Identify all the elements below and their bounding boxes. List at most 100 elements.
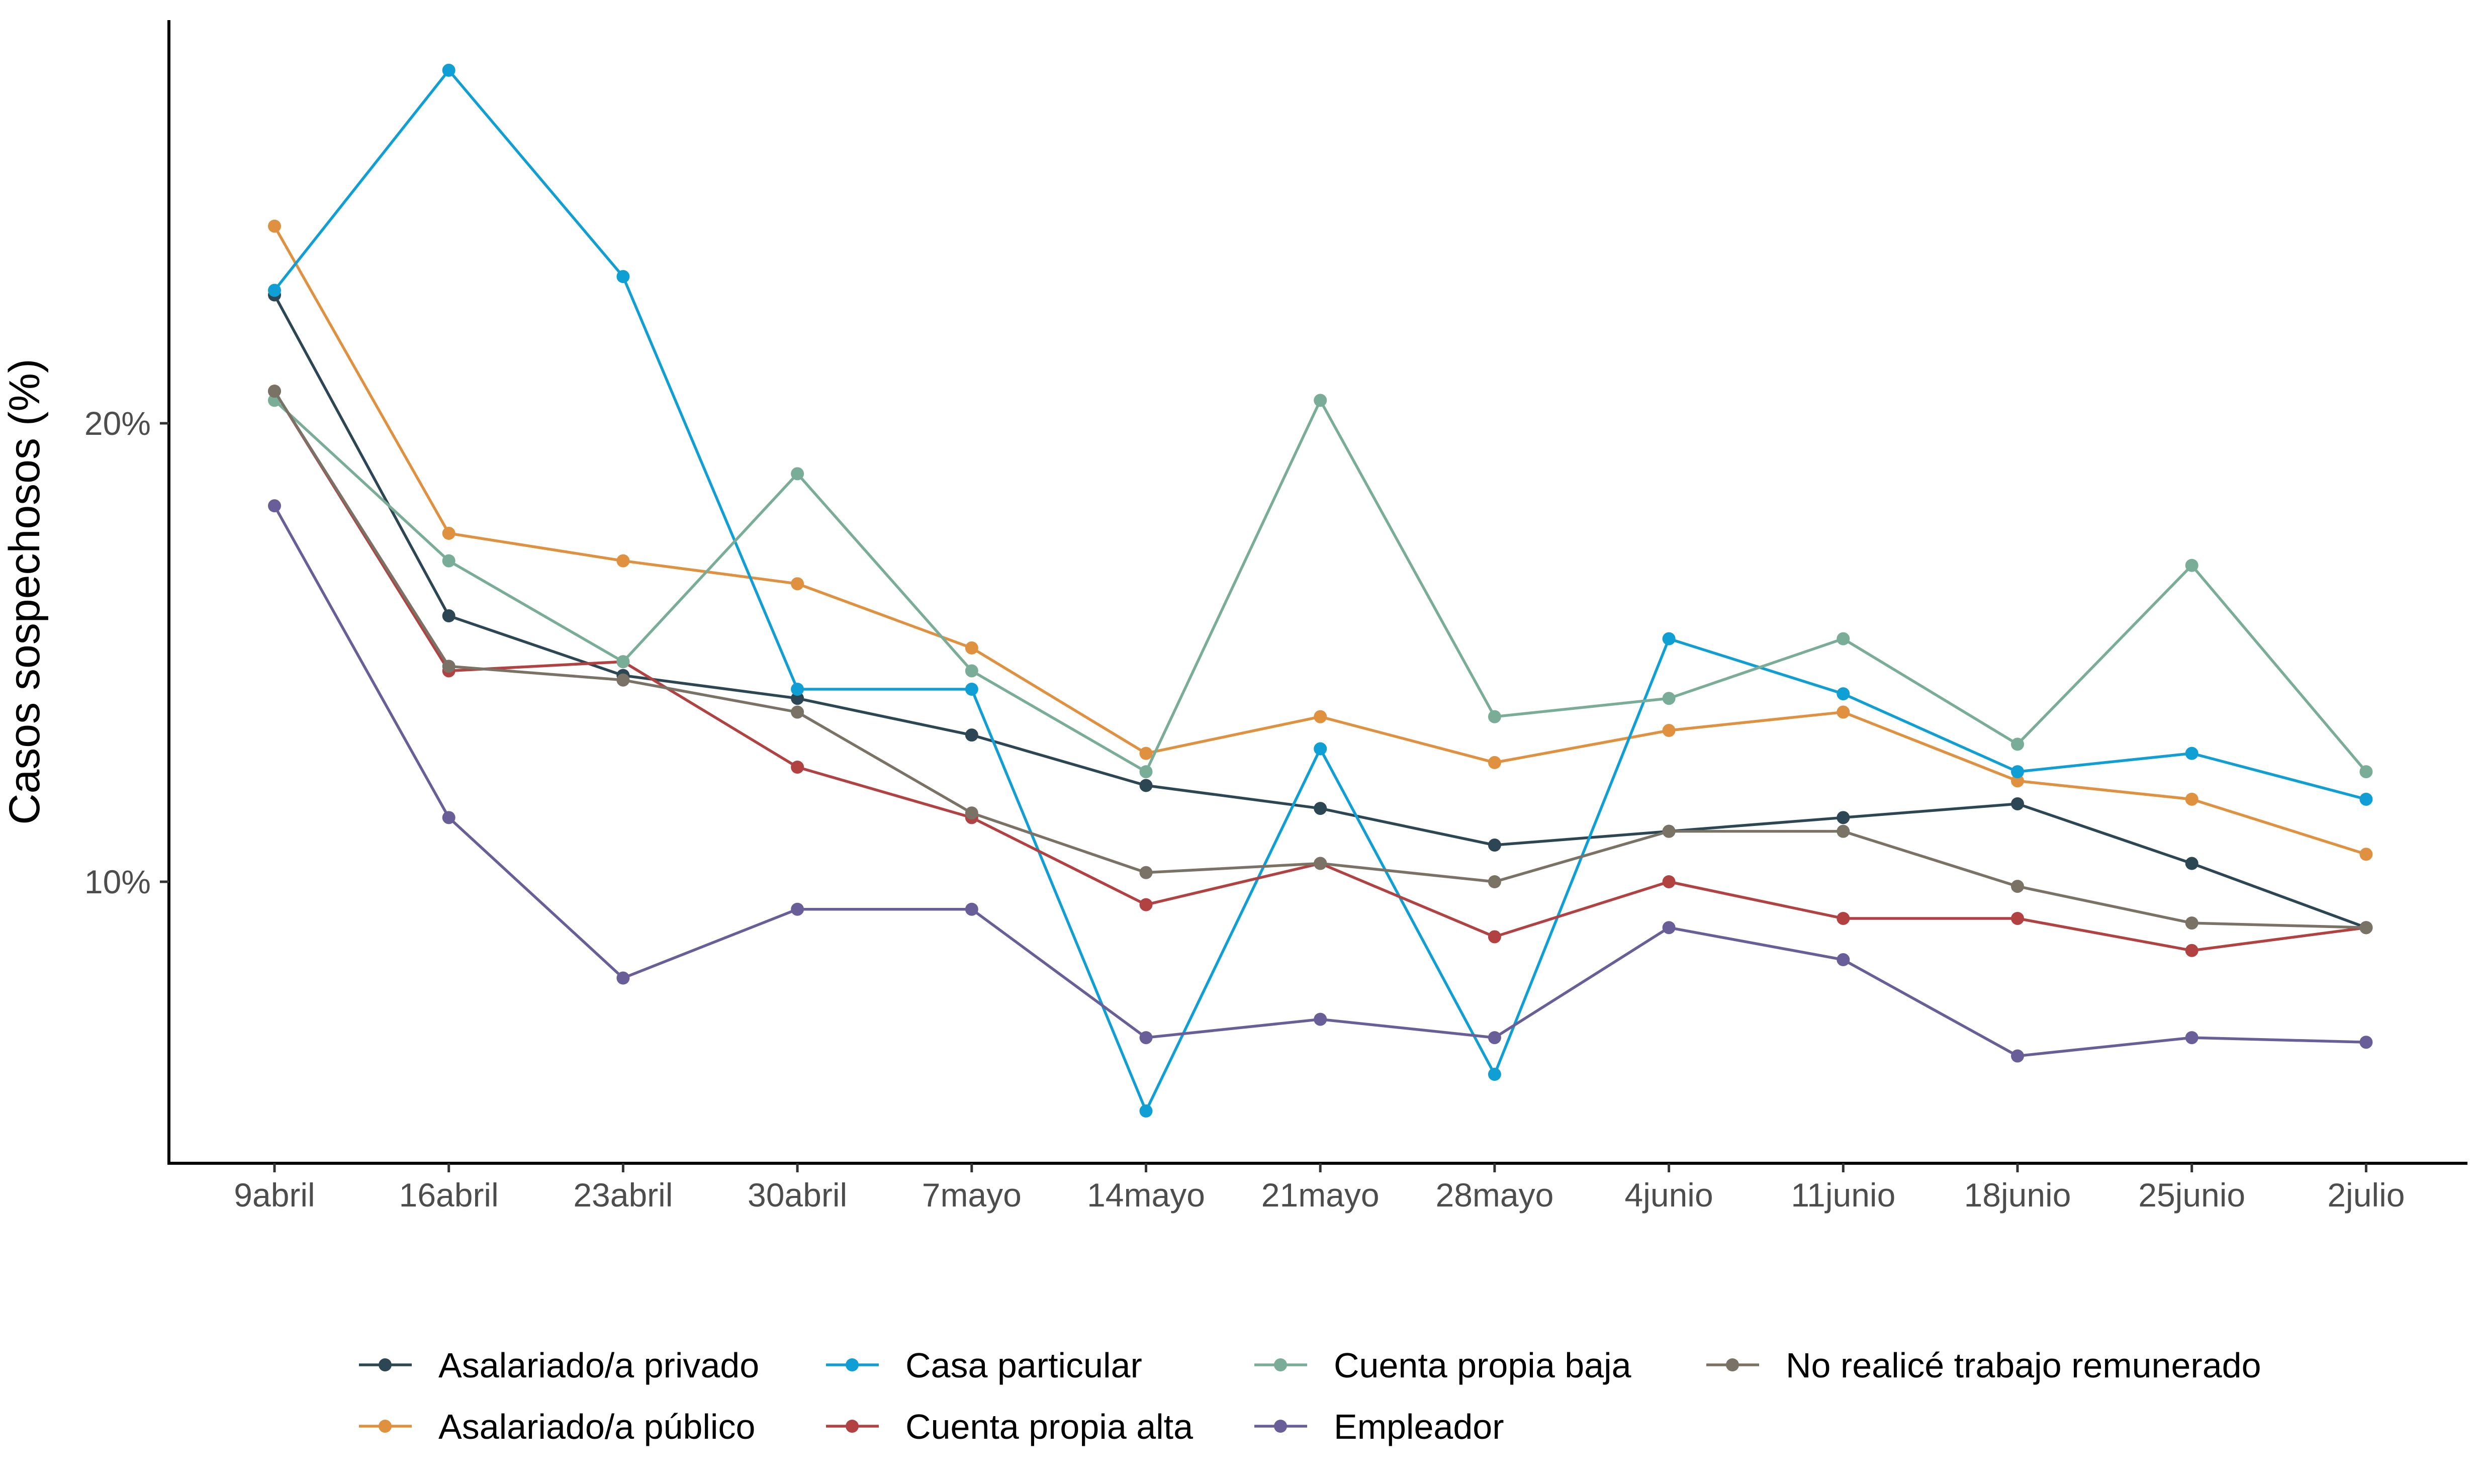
x-tick-label: 21mayo (1261, 1176, 1380, 1214)
x-tick-label: 7mayo (922, 1176, 1022, 1214)
legend-item: Cuenta propia baja (1254, 1346, 1631, 1385)
series-2 (268, 63, 2373, 1118)
data-point (1314, 710, 1327, 723)
data-point (616, 554, 630, 568)
legend-item: No realicé trabajo remunerado (1706, 1346, 2261, 1385)
data-point (1488, 1031, 1501, 1045)
data-point (442, 63, 455, 77)
data-point (2011, 797, 2024, 810)
data-point (2185, 559, 2198, 572)
legend-key-dot (379, 1358, 392, 1371)
data-point (2359, 1036, 2373, 1049)
data-point (1314, 802, 1327, 815)
series-line (273, 390, 2366, 929)
data-point (1488, 1068, 1501, 1081)
data-point (791, 705, 804, 719)
data-point (616, 971, 630, 985)
legend-label: Cuenta propia baja (1334, 1346, 1631, 1385)
data-point (1662, 824, 1676, 838)
series-line (273, 225, 2367, 856)
data-point (1837, 705, 1850, 719)
series-3 (268, 385, 2373, 957)
data-point (1837, 953, 1850, 967)
data-point (1837, 687, 1850, 701)
data-point (1314, 857, 1327, 870)
data-point (1837, 632, 1850, 645)
series-layer (268, 63, 2373, 1118)
data-point (1488, 930, 1501, 944)
legend-label: Asalariado/a público (438, 1407, 755, 1446)
legend-item: Asalariado/a privado (359, 1346, 759, 1385)
legend: Asalariado/a privado Asalariado/a público… (359, 1346, 2261, 1446)
axes (167, 20, 2467, 1165)
data-point (791, 577, 804, 591)
data-point (616, 655, 630, 669)
legend-key-dot (1274, 1420, 1287, 1433)
legend-item: Empleador (1254, 1407, 1504, 1446)
legend-key-dot (1274, 1358, 1287, 1371)
x-tick-label: 25junio (2138, 1176, 2245, 1214)
data-point (965, 806, 978, 820)
data-point (1139, 779, 1153, 792)
data-point (791, 682, 804, 696)
data-point (1488, 839, 1501, 852)
data-point (442, 660, 455, 673)
legend-key-dot (846, 1420, 859, 1433)
data-point (791, 692, 804, 705)
data-point (1837, 911, 1850, 925)
data-point (791, 467, 804, 481)
data-point (2011, 880, 2024, 893)
data-point (1139, 898, 1153, 911)
data-point (1488, 756, 1501, 769)
data-point (965, 728, 978, 742)
data-point (965, 641, 978, 655)
x-tick-label: 11junio (1791, 1176, 1895, 1214)
data-point (2011, 774, 2024, 788)
x-tick-label: 18junio (1964, 1176, 2071, 1214)
series-line (273, 505, 2366, 1058)
data-point (268, 219, 281, 233)
legend-item: Casa particular (826, 1346, 1142, 1385)
data-point (2185, 857, 2198, 870)
data-point (791, 902, 804, 916)
legend-label: Cuenta propia alta (905, 1407, 1193, 1446)
data-point (268, 499, 281, 513)
x-tick-label: 28mayo (1435, 1176, 1553, 1214)
series-line (273, 294, 2367, 929)
data-point (1837, 824, 1850, 838)
data-point (2359, 848, 2373, 861)
data-point (2185, 792, 2198, 806)
data-point (1662, 632, 1676, 645)
legend-item: Cuenta propia alta (826, 1407, 1193, 1446)
y-ticks: 10% 20% (84, 405, 169, 900)
x-tick-label: 30abril (748, 1176, 847, 1214)
x-tick-label: 23abril (573, 1176, 673, 1214)
legend-label: Casa particular (905, 1346, 1142, 1385)
legend-label: No realicé trabajo remunerado (1786, 1346, 2261, 1385)
x-tick-label: 16abril (399, 1176, 499, 1214)
data-point (1662, 875, 1676, 888)
data-point (791, 761, 804, 774)
data-point (2185, 747, 2198, 760)
data-point (1314, 394, 1327, 407)
data-point (1662, 692, 1676, 705)
legend-label: Empleador (1334, 1407, 1504, 1446)
data-point (442, 554, 455, 568)
data-point (965, 664, 978, 678)
data-point (1139, 866, 1153, 879)
series-1 (268, 219, 2373, 861)
data-point (2359, 765, 2373, 779)
data-point (1837, 811, 1850, 824)
legend-label: Asalariado/a privado (438, 1346, 759, 1385)
data-point (2011, 911, 2024, 925)
data-point (965, 682, 978, 696)
x-ticks: 9abril 16abril 23abril 30abril 7mayo 14mayo 21… (234, 1163, 2405, 1214)
data-point (442, 609, 455, 623)
legend-key-dot (846, 1358, 859, 1371)
legend-key-dot (379, 1420, 392, 1433)
x-tick-label: 9abril (234, 1176, 315, 1214)
data-point (1139, 1104, 1153, 1118)
legend-item: Asalariado/a público (359, 1407, 755, 1446)
y-tick-label: 10% (84, 863, 151, 900)
